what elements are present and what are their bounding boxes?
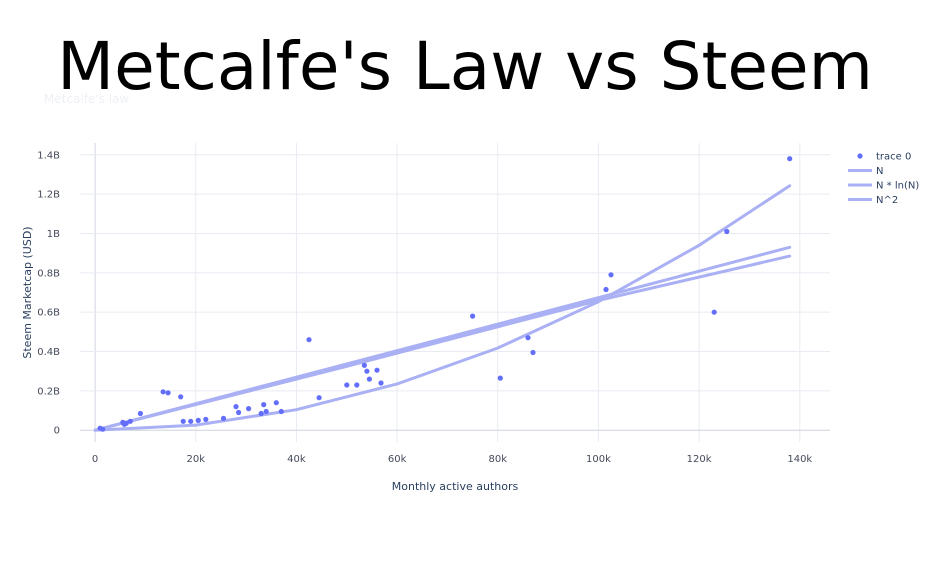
legend-label: trace 0 bbox=[876, 152, 911, 163]
x-tick-label: 20k bbox=[187, 454, 206, 465]
data-point bbox=[246, 406, 252, 412]
data-point bbox=[263, 408, 269, 415]
data-point bbox=[316, 395, 322, 401]
data-point bbox=[220, 415, 227, 421]
legend-item[interactable]: trace 0 bbox=[857, 152, 911, 163]
x-tick-label: 100k bbox=[586, 454, 611, 465]
legend-item[interactable]: N bbox=[848, 166, 883, 177]
data-point bbox=[530, 349, 536, 356]
data-point bbox=[123, 420, 129, 426]
data-point bbox=[711, 309, 717, 315]
data-point bbox=[608, 272, 614, 278]
data-point bbox=[233, 404, 239, 410]
data-point bbox=[525, 335, 531, 341]
x-tick-label: 60k bbox=[388, 454, 407, 465]
data-point bbox=[236, 409, 242, 416]
y-tick-label: 1.4B bbox=[37, 150, 60, 161]
data-point bbox=[354, 382, 360, 388]
legend[interactable]: trace 0 N N * ln(N) N^2 bbox=[848, 152, 919, 207]
data-point bbox=[378, 380, 384, 386]
data-point bbox=[195, 417, 201, 423]
y-tick-label: 0.2B bbox=[37, 386, 60, 397]
legend-item[interactable]: N^2 bbox=[848, 195, 898, 206]
x-tick-label: 140k bbox=[787, 454, 812, 465]
data-point bbox=[258, 410, 264, 417]
data-point bbox=[278, 408, 284, 415]
data-point bbox=[497, 375, 503, 381]
y-tick-label: 1.2B bbox=[37, 190, 60, 201]
data-point bbox=[160, 389, 166, 395]
y-tick-label: 0 bbox=[54, 426, 60, 437]
legend-label: N^2 bbox=[876, 195, 898, 206]
data-point bbox=[165, 390, 171, 396]
data-point bbox=[127, 418, 133, 424]
data-point bbox=[273, 400, 279, 406]
data-point bbox=[470, 313, 476, 319]
y-tick-label: 0.6B bbox=[37, 308, 60, 319]
data-point bbox=[203, 416, 209, 422]
data-point bbox=[180, 418, 186, 424]
legend-marker-swatch bbox=[857, 153, 863, 159]
x-tick-label: 120k bbox=[687, 454, 712, 465]
series-line-3 bbox=[93, 184, 792, 432]
data-point bbox=[724, 228, 730, 235]
data-point bbox=[787, 156, 793, 162]
y-tick-label: 0.4B bbox=[37, 347, 60, 358]
plot-title: Metcalfe's law bbox=[44, 92, 130, 106]
fit-lines bbox=[93, 184, 792, 432]
x-tick-label: 80k bbox=[489, 454, 508, 465]
x-tick-label: 0 bbox=[92, 454, 98, 465]
legend-label: N bbox=[876, 166, 883, 177]
y-axis-ticks: 0 0.2B 0.4B 0.6B 0.8B 1B 1.2B 1.4B bbox=[37, 150, 60, 436]
x-axis-label: Monthly active authors bbox=[392, 480, 519, 493]
legend-item[interactable]: N * ln(N) bbox=[848, 181, 919, 192]
data-point bbox=[364, 368, 370, 374]
x-tick-label: 40k bbox=[287, 454, 306, 465]
data-point bbox=[306, 337, 312, 343]
series-line-2 bbox=[96, 254, 792, 432]
y-tick-label: 1B bbox=[47, 229, 60, 240]
y-axis-label: Steem Marketcap (USD) bbox=[21, 226, 34, 358]
data-point bbox=[178, 394, 184, 400]
scatter-points bbox=[97, 156, 793, 432]
x-axis-ticks: 0 20k 40k 60k 80k 100k 120k 140k bbox=[92, 454, 813, 465]
data-point bbox=[188, 418, 194, 424]
data-point bbox=[261, 402, 267, 408]
grid-lines bbox=[80, 143, 830, 442]
data-point bbox=[361, 362, 367, 368]
data-point bbox=[344, 382, 350, 388]
data-point bbox=[603, 286, 609, 293]
data-point bbox=[100, 426, 106, 432]
data-point bbox=[366, 376, 372, 382]
data-point bbox=[137, 410, 143, 417]
legend-label: N * ln(N) bbox=[876, 181, 919, 192]
data-point bbox=[374, 367, 380, 373]
y-tick-label: 0.8B bbox=[37, 268, 60, 279]
headline-title: Metcalfe's Law vs Steem bbox=[57, 28, 873, 105]
